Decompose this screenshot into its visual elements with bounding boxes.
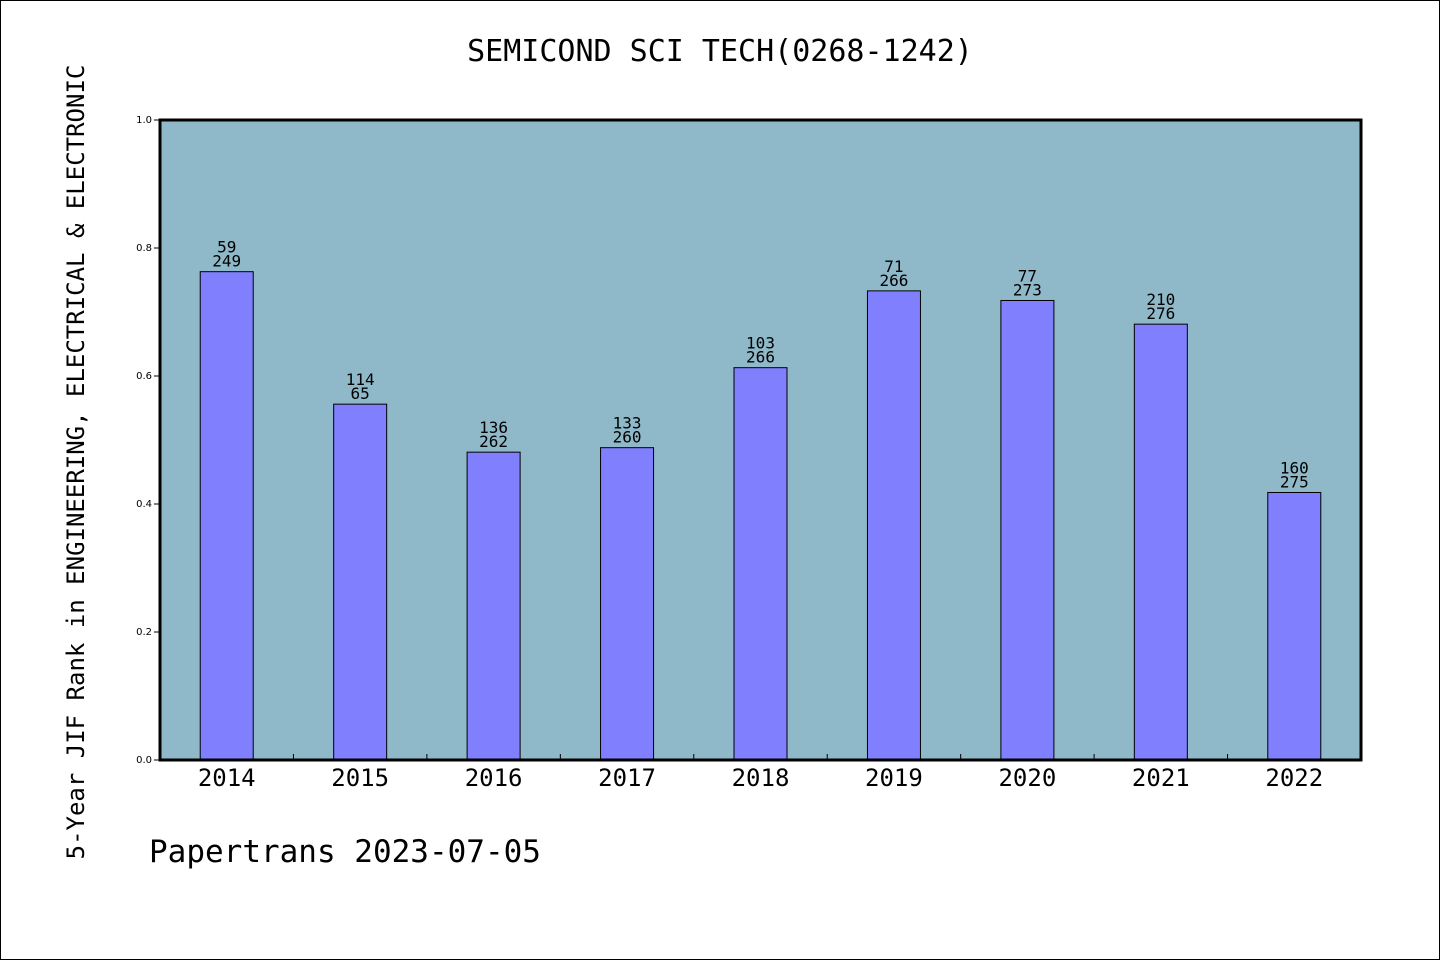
bar-label-bottom: 260 [613, 428, 642, 447]
bar [600, 447, 655, 761]
y-tick-label: 1.0 [136, 115, 152, 126]
x-tick-label: 2018 [732, 764, 790, 792]
x-tick-label: 2017 [598, 764, 656, 792]
bar-label-bottom: 266 [746, 348, 775, 367]
chart-title: SEMICOND SCI TECH(0268-1242) [467, 34, 973, 69]
bar-label-top: 59 [217, 238, 236, 257]
bar-label-bottom: 273 [1013, 280, 1042, 299]
x-tick-label: 2016 [465, 764, 523, 792]
bar-label-top: 114 [346, 370, 375, 389]
x-tick-label: 2022 [1265, 764, 1323, 792]
bar [333, 403, 388, 761]
bar-label-top: 77 [1018, 266, 1037, 285]
bar [733, 367, 788, 761]
bar-label-bottom: 262 [479, 432, 508, 451]
bar [866, 290, 921, 761]
y-tick-label: 0.4 [136, 499, 152, 510]
y-tick-label: 0.0 [136, 755, 152, 766]
x-tick-label: 2014 [198, 764, 256, 792]
bar-label-bottom: 249 [212, 252, 241, 271]
bar [1133, 323, 1188, 761]
bar [466, 451, 521, 761]
y-tick-label: 0.6 [136, 371, 152, 382]
x-tick-label: 2019 [865, 764, 923, 792]
bar-label-top: 160 [1280, 458, 1309, 477]
plot-border [158, 118, 1363, 762]
footer-credit: Papertrans 2023-07-05 [149, 834, 541, 870]
bar [1267, 491, 1322, 761]
bar [1000, 299, 1055, 761]
x-tick-label: 2020 [998, 764, 1056, 792]
x-tick-label: 2021 [1132, 764, 1190, 792]
bar-label-bottom: 275 [1280, 472, 1309, 491]
bar [199, 271, 254, 761]
bar-label-top: 133 [613, 414, 642, 433]
bar-label-bottom: 65 [351, 384, 370, 403]
bar-label-bottom: 276 [1146, 304, 1175, 323]
bar-label-top: 103 [746, 334, 775, 353]
bar-label-top: 71 [884, 257, 903, 276]
bar-label-top: 210 [1146, 290, 1175, 309]
x-tick-label: 2015 [331, 764, 389, 792]
y-tick-label: 0.2 [136, 627, 152, 638]
bar-label-top: 136 [479, 418, 508, 437]
y-tick-label: 0.8 [136, 243, 152, 254]
bar-label-bottom: 266 [879, 271, 908, 290]
